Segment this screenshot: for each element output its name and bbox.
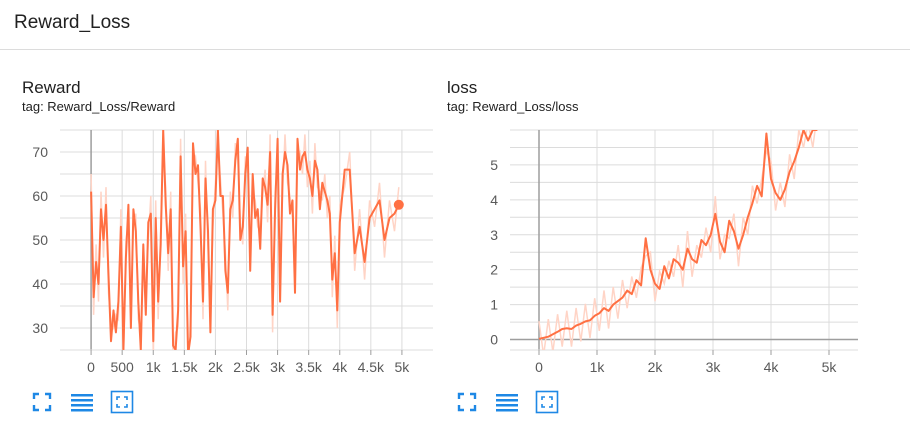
y-tick-label: 70: [32, 144, 48, 160]
smoothed-series-line: [90, 130, 400, 350]
x-tick-label: 4k: [332, 359, 348, 375]
x-tick-label: 5k: [822, 359, 838, 375]
y-tick-label: 0: [490, 332, 498, 348]
chart-tag: tag: Reward_Loss/Reward: [22, 99, 176, 114]
fullscreen-icon[interactable]: [455, 390, 479, 414]
x-tick-label: 500: [110, 359, 134, 375]
x-tick-label: 1.5k: [171, 359, 198, 375]
y-tick-label: 4: [490, 192, 498, 208]
reward-plot[interactable]: 0 500 1k 1.5k 2k 2.5k 3k 3.5k 4k 4.5k 5k 30 40 50 60 70: [0, 60, 440, 390]
x-tick-label: 5k: [395, 359, 411, 375]
fit-domain-icon[interactable]: [110, 390, 134, 414]
series-group: [90, 130, 400, 350]
section-title: Reward_Loss: [14, 12, 131, 33]
x-tick-label: 4.5k: [358, 359, 385, 375]
chart-tag: tag: Reward_Loss/loss: [447, 99, 579, 114]
smoothed-series-line: [538, 130, 818, 340]
raw-series-line: [538, 130, 816, 350]
x-tick-label: 4k: [764, 359, 780, 375]
y-tick-label: 5: [490, 157, 498, 173]
chart-card-reward: Reward tag: Reward_Loss/Reward 0 500 1k 1.5…: [0, 60, 440, 430]
y-tick-label: 1: [490, 297, 498, 313]
fullscreen-icon[interactable]: [30, 390, 54, 414]
x-tick-label: 3.5k: [295, 359, 322, 375]
x-tick-label: 3k: [270, 359, 286, 375]
toggle-log-scale-icon[interactable]: [70, 390, 94, 414]
chart-card-loss: loss tag: Reward_Loss/loss 0 1k 2k 3k 4k 5k 0 1…: [440, 60, 880, 430]
fit-domain-icon[interactable]: [535, 390, 559, 414]
y-tick-label: 40: [32, 276, 48, 292]
x-tick-label: 1k: [146, 359, 162, 375]
series-group: [538, 130, 818, 350]
x-tick-label: 2.5k: [233, 359, 260, 375]
toggle-log-scale-icon[interactable]: [495, 390, 519, 414]
y-tick-label: 3: [490, 227, 498, 243]
x-tick-label: 1k: [590, 359, 606, 375]
chart-title: loss: [447, 78, 478, 97]
x-tick-label: 2k: [648, 359, 664, 375]
x-tick-label: 0: [535, 359, 543, 375]
y-tick-label: 60: [32, 188, 48, 204]
last-value-marker: [393, 199, 404, 210]
chart-title: Reward: [22, 78, 81, 97]
y-tick-label: 30: [32, 320, 48, 336]
loss-plot[interactable]: 0 1k 2k 3k 4k 5k 0 1 2 3 4 5: [440, 60, 880, 390]
y-tick-label: 2: [490, 262, 498, 278]
x-tick-label: 3k: [706, 359, 722, 375]
x-tick-label: 0: [87, 359, 95, 375]
y-tick-label: 50: [32, 232, 48, 248]
x-tick-label: 2k: [208, 359, 224, 375]
section-header: Reward_Loss: [0, 0, 910, 50]
